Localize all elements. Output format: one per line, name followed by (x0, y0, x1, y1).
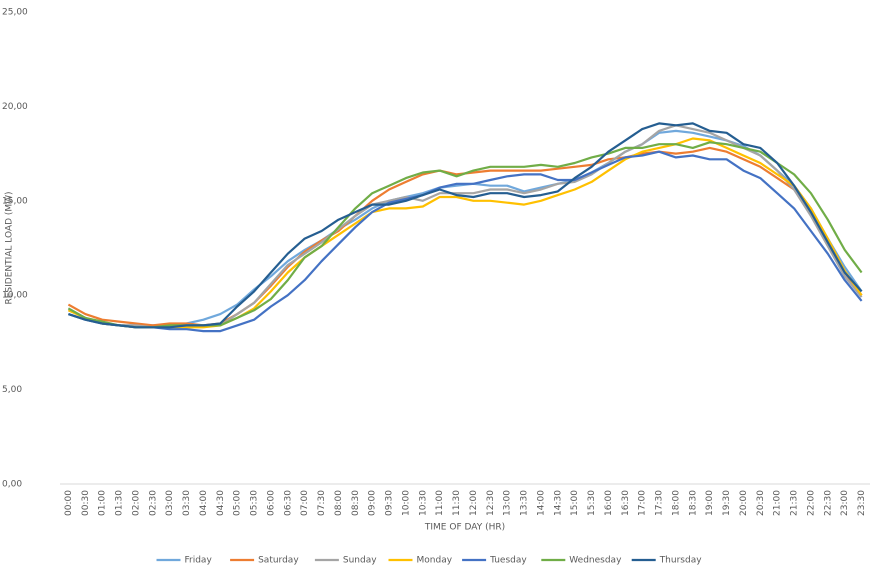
x-tick-label: 17:30 (655, 490, 665, 516)
x-tick-label: 23:00 (840, 490, 850, 516)
x-tick-label: 13:00 (503, 490, 513, 516)
legend-label: Wednesday (569, 556, 622, 566)
series-line (67, 137, 863, 329)
y-tick-label: 15,00 (2, 196, 28, 206)
x-tick-label: 06:00 (266, 490, 276, 516)
x-tick-label: 11:30 (452, 490, 462, 516)
x-tick-label: 17:00 (638, 490, 648, 516)
x-tick-label: 13:30 (520, 490, 530, 516)
y-axis-title: RESIDENTIAL LOAD (MW) (5, 191, 15, 304)
x-tick-label: 23:30 (857, 490, 867, 516)
x-tick-label: 12:30 (486, 490, 496, 516)
x-tick-label: 21:30 (790, 490, 800, 516)
x-tick-label: 05:30 (250, 490, 260, 516)
x-tick-label: 11:00 (435, 490, 445, 516)
x-tick-label: 15:30 (587, 490, 597, 516)
legend-label: Tuesday (489, 556, 527, 566)
x-tick-label: 03:30 (182, 490, 192, 516)
x-tick-label: 14:30 (553, 490, 563, 516)
x-tick-label: 21:00 (773, 490, 783, 516)
x-tick-label: 05:00 (233, 490, 243, 516)
x-tick-label: 19:30 (722, 490, 732, 516)
legend: Friday Saturday Sunday Monday Tuesday Wednesd… (156, 556, 703, 566)
legend-label: Saturday (258, 556, 299, 566)
x-tick-label: 09:00 (368, 490, 378, 516)
x-tick-label: 00:30 (81, 490, 91, 516)
x-tick-label: 04:00 (199, 490, 209, 516)
x-tick-label: 12:00 (469, 490, 479, 516)
y-tick-label: 20,00 (2, 102, 28, 112)
x-tick-label: 18:30 (688, 490, 698, 516)
x-tick-label: 22:00 (806, 490, 816, 516)
y-tick-label: 25,00 (2, 8, 28, 18)
x-tick-label: 19:00 (705, 490, 715, 516)
legend-label: Thursday (659, 556, 703, 566)
x-tick-label: 16:00 (604, 490, 614, 516)
x-tick-label: 02:00 (131, 490, 141, 516)
x-tick-label: 14:00 (536, 490, 546, 516)
legend-label: Sunday (343, 556, 377, 566)
y-tick-label: 0,00 (2, 480, 22, 490)
x-tick-label: 20:00 (739, 490, 749, 516)
x-tick-label: 03:00 (165, 490, 175, 516)
y-tick-label: 5,00 (2, 385, 22, 395)
legend-label: Monday (417, 556, 453, 566)
y-tick-label: 10,00 (2, 291, 28, 301)
series-line (68, 122, 863, 329)
x-tick-label: 01:30 (115, 490, 125, 516)
x-tick-label: 20:30 (756, 490, 766, 516)
x-tick-label: 08:30 (351, 490, 361, 516)
legend-label: Friday (185, 556, 213, 566)
x-tick-label: 15:00 (570, 490, 580, 516)
x-tick-label: 09:30 (385, 490, 395, 516)
x-tick-label: 16:30 (621, 490, 631, 516)
x-tick-label: 07:00 (300, 490, 310, 516)
x-tick-label: 10:30 (418, 490, 428, 516)
x-tick-label: 10:00 (401, 490, 411, 516)
x-axis-title: TIME OF DAY (HR) (424, 523, 505, 533)
x-tick-label: 07:30 (317, 490, 327, 516)
x-tick-label: 02:30 (148, 490, 158, 516)
x-tick-label: 01:00 (98, 490, 108, 516)
series-line (68, 150, 863, 333)
x-tick-label: 04:30 (216, 490, 226, 516)
x-tick-label: 00:00 (64, 490, 74, 516)
x-tick-label: 06:30 (283, 490, 293, 516)
x-tick-label: 22:30 (823, 490, 833, 516)
x-tick-label: 18:00 (671, 490, 681, 516)
x-tick-label: 08:00 (334, 490, 344, 516)
